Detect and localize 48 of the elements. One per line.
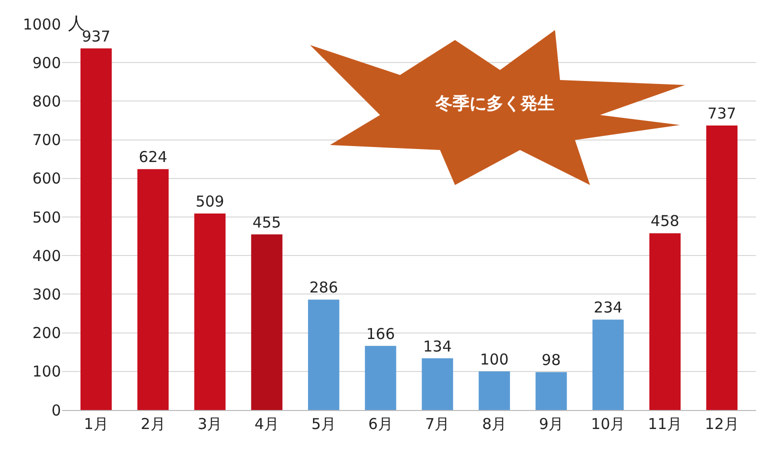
y-tick-label: 400 bbox=[32, 246, 61, 265]
x-tick-label: 12月 bbox=[704, 415, 739, 433]
bar bbox=[592, 320, 624, 410]
y-tick-label: 800 bbox=[32, 92, 61, 110]
data-label: 134 bbox=[423, 337, 452, 356]
y-tick-label: 300 bbox=[32, 285, 61, 304]
data-label: 100 bbox=[480, 350, 509, 368]
bar bbox=[478, 371, 510, 410]
x-tick-label: 4月 bbox=[254, 415, 280, 433]
x-tick-label: 1月 bbox=[84, 415, 108, 433]
y-tick-label: 100 bbox=[32, 362, 61, 381]
x-tick-label: 11月 bbox=[648, 415, 682, 433]
y-tick-label: 600 bbox=[32, 170, 61, 188]
bar bbox=[137, 169, 169, 410]
x-tick-label: 6月 bbox=[368, 415, 393, 433]
x-tick-label: 9月 bbox=[538, 415, 564, 433]
y-tick-label: 900 bbox=[32, 54, 61, 72]
y-tick-label: 0 bbox=[51, 401, 61, 420]
x-tick-label: 5月 bbox=[311, 415, 336, 433]
bar bbox=[194, 214, 226, 410]
data-label: 937 bbox=[82, 27, 110, 46]
data-label: 458 bbox=[650, 212, 680, 230]
bar bbox=[80, 48, 112, 410]
bar bbox=[308, 300, 340, 410]
bar bbox=[422, 358, 454, 410]
x-tick-label: 2月 bbox=[140, 415, 166, 433]
x-tick-label: 7月 bbox=[425, 415, 450, 433]
y-tick-label: 1000 bbox=[22, 15, 61, 34]
data-label: 509 bbox=[196, 192, 224, 211]
x-tick-label: 3月 bbox=[198, 415, 222, 433]
data-label: 98 bbox=[542, 351, 561, 370]
y-tick-label: 200 bbox=[32, 324, 61, 342]
annotation: 冬季に多く発生 bbox=[434, 93, 556, 115]
data-label: 737 bbox=[708, 104, 736, 123]
data-label: 624 bbox=[138, 148, 168, 166]
data-label: 455 bbox=[252, 213, 282, 232]
x-tick-label: 10月 bbox=[591, 415, 626, 433]
data-label: 166 bbox=[366, 324, 395, 343]
bar bbox=[649, 233, 681, 410]
y-tick-label: 700 bbox=[32, 131, 61, 150]
bar bbox=[706, 126, 738, 410]
bar bbox=[251, 234, 282, 410]
bar bbox=[536, 372, 567, 410]
x-tick-label: 8月 bbox=[482, 415, 507, 433]
y-tick-label: 500 bbox=[32, 208, 61, 226]
data-label: 234 bbox=[594, 298, 622, 317]
data-label: 286 bbox=[309, 278, 338, 297]
bar bbox=[364, 346, 396, 410]
